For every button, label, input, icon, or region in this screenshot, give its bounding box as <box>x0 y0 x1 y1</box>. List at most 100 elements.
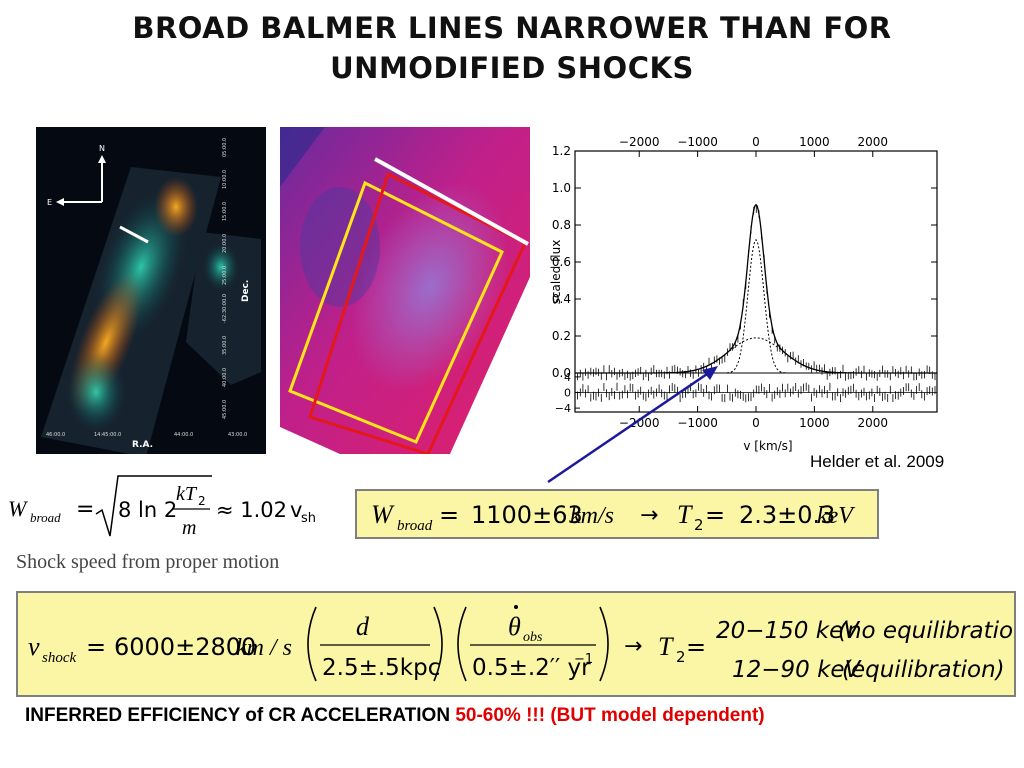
formula3-case2-note: (equilibration) <box>842 657 1005 683</box>
dec-tick-9: 45:00.0 <box>222 400 228 419</box>
formula3-case1-note: (no equilibration) <box>838 618 1014 644</box>
formula2-result: 2.3±0.3 <box>739 501 835 529</box>
slide-title: BROAD BALMER LINES NARROWER THAN FOR UNM… <box>60 8 964 88</box>
chart-x-tick-label: 1000 <box>799 416 830 430</box>
balmer-line-plot: −2000 −1000 0 1000 2000 −2000 −1000 0 1000 2000 … <box>540 127 950 457</box>
formula3-t-sub: 2 <box>676 648 686 666</box>
chart-residual-tick-label: −4 <box>555 402 571 415</box>
dec-tick-2: 10:00.0 <box>222 170 228 189</box>
formula1-sub: broad <box>30 510 61 525</box>
dec-tick-6: -62:30:00.0 <box>222 294 228 323</box>
formula2-arrow: → <box>640 503 658 528</box>
formula3-eq: = <box>86 633 106 661</box>
dec-tick-4: 20:00.0 <box>222 234 228 253</box>
ra-axis-label: R.A. <box>132 440 153 450</box>
ra-tick-3: 44:00.0 <box>174 432 193 438</box>
formula3-arrow: → <box>624 634 642 659</box>
chart-x-tick-label: 0 <box>752 416 760 430</box>
formula-width-result-box: W broad = 1100±63 km/s → T 2 = 2.3±0.3 k… <box>355 489 879 539</box>
chart-residual-tick-label: 0 <box>564 387 571 400</box>
formula2-value: 1100±63 <box>471 501 583 529</box>
formula3-frac2-num: θ <box>508 612 521 641</box>
chart-y-tick-label: 0.0 <box>552 366 571 380</box>
formula2-w: W <box>371 500 395 529</box>
formula2-result-unit: keV <box>817 503 855 529</box>
chart-y-tick-label: 0.2 <box>552 329 571 343</box>
chart-residual-points <box>574 382 936 403</box>
formula3-sub: shock <box>42 650 76 666</box>
chart-residual-tick-label: 4 <box>564 371 571 384</box>
chart-x-tick-label-top: 0 <box>752 135 760 149</box>
chart-series-narrow-component <box>575 239 937 374</box>
compass-e-label: E <box>47 198 52 207</box>
formula3-frac1-den: 2.5±.5kpc <box>322 655 440 681</box>
formula1-den: m <box>182 517 196 539</box>
formula2-unit: km/s <box>570 503 614 529</box>
remnant-image-halpha <box>280 127 530 454</box>
formula2-t: T <box>677 500 693 529</box>
remnant-image-color-art: N E R.A. Dec. 46:00.0 14:45:00.0 44:00.0… <box>41 138 261 454</box>
formula2-t-sub: 2 <box>694 516 704 534</box>
chart-series-total-fit <box>575 203 937 374</box>
chart-x-tick-label: 2000 <box>858 416 889 430</box>
formula3-unit: km / s <box>236 635 292 661</box>
remnant-image-halpha-art <box>280 127 530 454</box>
title-line-2: UNMODIFIED SHOCKS <box>330 51 694 85</box>
formula1-num: kT <box>176 483 198 505</box>
chart-y-tick-label: 0.4 <box>552 292 571 306</box>
formula1-approx: ≈ 1.02 <box>216 498 287 522</box>
formula-width-temperature: W broad = 8 ln 2 kT 2 m ≈ 1.02 v sh <box>6 470 336 546</box>
conclusion-text: INFERRED EFFICIENCY of CR ACCELERATION 5… <box>25 700 825 732</box>
formula3-v: v <box>28 632 40 661</box>
formula3-frac2-den: 0.5±.2′′ yr <box>472 655 591 681</box>
chart-y-axis-label: scaled flux <box>549 240 563 305</box>
chart-x-tick-label-top: −2000 <box>619 135 660 149</box>
formula3-eq2: = <box>686 633 706 661</box>
chart-y-tick-label: 0.6 <box>552 255 571 269</box>
formula3-frac1-num: d <box>356 612 370 641</box>
formula3-case2: 12−90 keV <box>732 657 863 683</box>
chart-y-tick-label: 1.0 <box>552 181 571 195</box>
chart-x-tick-label-top: 1000 <box>799 135 830 149</box>
pointer-arrow <box>547 366 718 484</box>
ra-tick-1: 46:00.0 <box>46 432 65 438</box>
conclusion-prefix: INFERRED EFFICIENCY of CR ACCELERATION <box>25 705 456 726</box>
formula2-eq: = <box>439 501 459 529</box>
balmer-line-chart: −2000 −1000 0 1000 2000 −2000 −1000 0 1000 2000 … <box>549 135 938 453</box>
shock-speed-label: Shock speed from proper motion <box>16 551 280 573</box>
dec-tick-1: 05:00.0 <box>222 138 228 157</box>
formula1-w: W <box>8 496 28 521</box>
chart-x-tick-label-top: −1000 <box>677 135 718 149</box>
dec-tick-7: 35:00.0 <box>222 336 228 355</box>
chart-data-points <box>574 205 936 381</box>
formula1-v-sub: sh <box>301 511 316 526</box>
formula3-frac2-den-sup: −1 <box>574 652 593 667</box>
formula1-num-sub: 2 <box>198 494 206 508</box>
formula3-case1: 20−150 keV <box>716 618 861 644</box>
chart-x-tick-label-top: 2000 <box>858 135 889 149</box>
formula2-sub: broad <box>397 518 433 534</box>
ra-tick-2: 14:45:00.0 <box>94 432 121 438</box>
dec-axis-label: Dec. <box>241 280 251 302</box>
ra-tick-4: 43:00.0 <box>228 432 247 438</box>
title-line-1: BROAD BALMER LINES NARROWER THAN FOR <box>132 11 892 45</box>
chart-x-axis-label: v [km/s] <box>743 439 792 453</box>
formula-shock-speed-box: v shock = 6000±2800 km / s d 2.5±.5kpc θ… <box>16 591 1024 697</box>
formula1-eq: = <box>76 497 94 522</box>
formula2-eq2: = <box>705 501 725 529</box>
dec-tick-3: 15:00.0 <box>222 202 228 221</box>
compass-n-label: N <box>99 144 105 153</box>
formula3-t: T <box>658 632 674 661</box>
dec-tick-8: 40:00.0 <box>222 368 228 387</box>
chart-y-tick-label: 0.8 <box>552 218 571 232</box>
formula1-v: v <box>290 498 302 522</box>
dec-tick-5: 25:00.0 <box>222 266 228 285</box>
chart-x-tick-label: −1000 <box>677 416 718 430</box>
figure-credit: Helder et al. 2009 <box>810 452 945 471</box>
formula1-coef: 8 ln 2 <box>118 498 177 522</box>
chart-y-tick-label: 1.2 <box>552 144 571 158</box>
formula3-value: 6000±2800 <box>114 633 256 661</box>
conclusion-highlight: 50-60% !!! (BUT model dependent) <box>455 705 765 726</box>
remnant-image-color: N E R.A. Dec. 46:00.0 14:45:00.0 44:00.0… <box>36 127 266 454</box>
formula3-frac2-num-sub: obs <box>523 630 543 645</box>
